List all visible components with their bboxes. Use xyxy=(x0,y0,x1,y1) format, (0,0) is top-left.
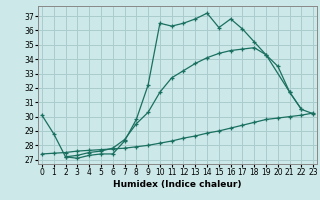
X-axis label: Humidex (Indice chaleur): Humidex (Indice chaleur) xyxy=(113,180,242,189)
